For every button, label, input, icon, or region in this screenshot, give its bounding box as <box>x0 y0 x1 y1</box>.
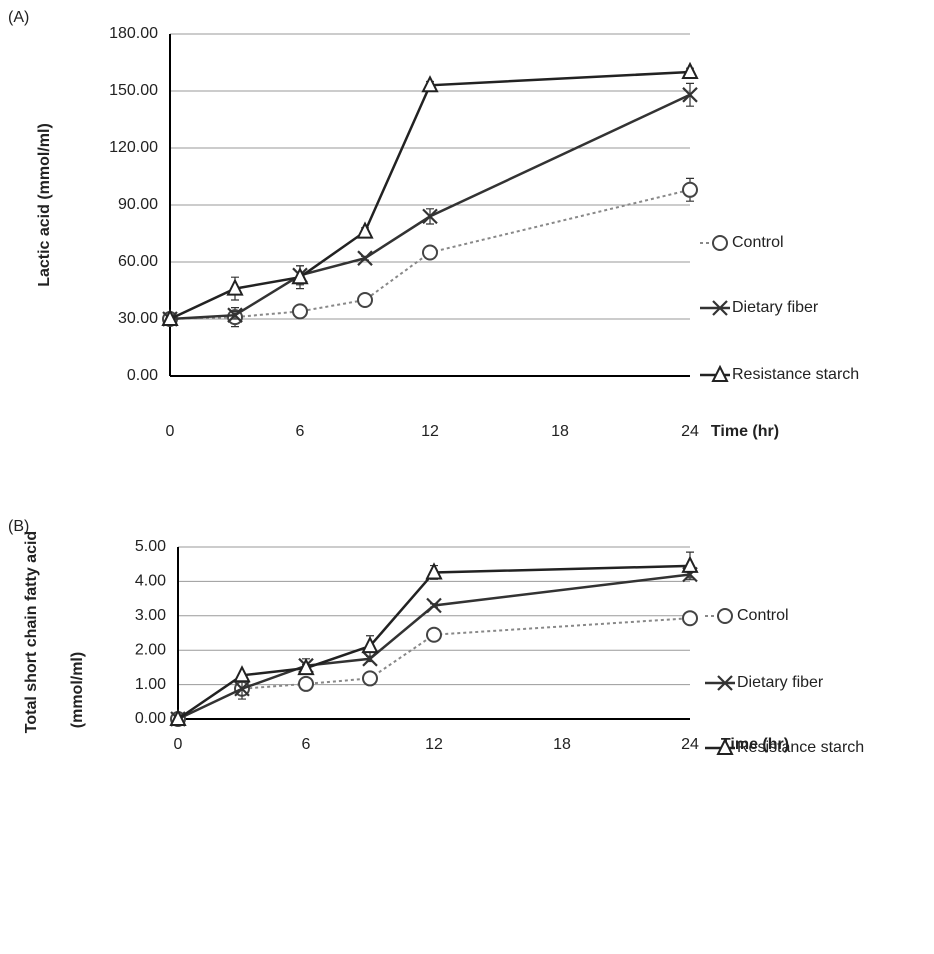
x-tick-label: 6 <box>296 423 305 440</box>
marker <box>683 183 697 197</box>
marker <box>363 671 377 685</box>
legend-label: Dietary fiber <box>737 674 824 691</box>
x-tick-label: 0 <box>166 423 175 440</box>
y-axis-label: Lactic acid (mmol/ml) <box>36 123 53 287</box>
x-axis-label: Time (hr) <box>711 423 779 440</box>
y-tick-label: 180.00 <box>109 25 158 42</box>
series-line <box>178 575 690 719</box>
marker <box>427 628 441 642</box>
y-axis-label: (mmol/ml) <box>69 652 86 728</box>
y-tick-label: 2.00 <box>135 641 166 658</box>
y-tick-label: 5.00 <box>135 538 166 555</box>
legend-label: Resistance starch <box>737 739 864 756</box>
y-tick-label: 4.00 <box>135 573 166 590</box>
figure: (A) Lactic acid (mmol/ml) Time (hr) 0.00 30.… <box>0 0 934 954</box>
x-tick-label: 0 <box>174 736 183 753</box>
y-tick-label: 0.00 <box>127 367 158 384</box>
y-tick-label: 30.00 <box>118 310 158 327</box>
marker <box>358 293 372 307</box>
y-tick-label: 0.00 <box>135 710 166 727</box>
legend-label: Dietary fiber <box>732 299 819 316</box>
x-tick-label: 24 <box>681 423 699 440</box>
y-tick-label: 60.00 <box>118 253 158 270</box>
y-axis-label: Total short chain fatty acid <box>23 531 40 733</box>
marker <box>718 609 732 623</box>
marker <box>299 677 313 691</box>
x-tick-label: 24 <box>681 736 699 753</box>
legend-label: Control <box>732 234 784 251</box>
marker <box>293 304 307 318</box>
y-tick-label: 1.00 <box>135 676 166 693</box>
y-tick-label: 3.00 <box>135 607 166 624</box>
x-tick-label: 6 <box>302 736 311 753</box>
marker <box>713 236 727 250</box>
x-tick-label: 18 <box>551 423 569 440</box>
marker <box>358 224 372 238</box>
y-tick-label: 90.00 <box>118 196 158 213</box>
x-tick-label: 12 <box>421 423 439 440</box>
marker <box>423 246 437 260</box>
y-tick-label: 120.00 <box>109 139 158 156</box>
y-tick-label: 150.00 <box>109 82 158 99</box>
x-tick-label: 18 <box>553 736 571 753</box>
series-line <box>170 72 690 319</box>
x-tick-label: 12 <box>425 736 443 753</box>
legend-label: Control <box>737 607 789 624</box>
panel-label: (A) <box>8 9 29 26</box>
marker <box>683 611 697 625</box>
legend-label: Resistance starch <box>732 366 859 383</box>
